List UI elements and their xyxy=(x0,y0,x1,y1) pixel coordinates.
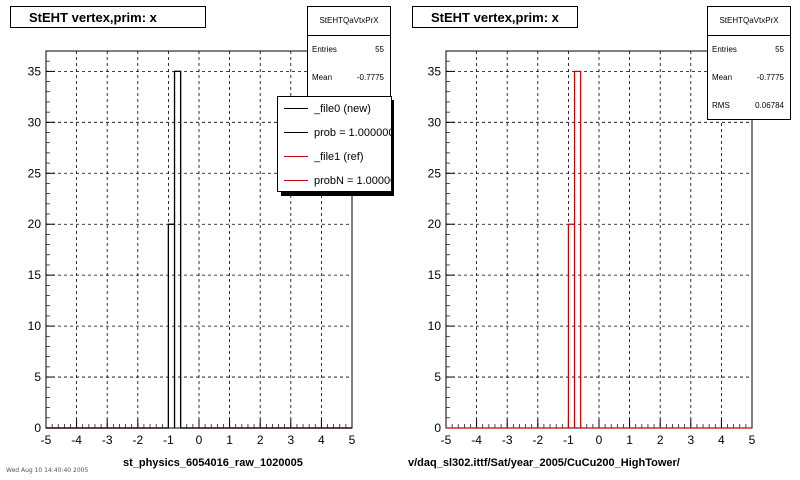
y-tick-label: 5 xyxy=(434,370,441,384)
stats-value: 55 xyxy=(375,45,384,54)
stats-row-mean: Mean -0.7775 xyxy=(708,64,790,92)
x-tick-label: -3 xyxy=(502,433,513,447)
legend-swatch-ref xyxy=(284,156,308,157)
x-tick-label: 2 xyxy=(257,433,264,447)
stats-box-right: StEHTQaVtxPrX Entries 55 Mean -0.7775 RM… xyxy=(707,6,791,120)
y-tick-label: 25 xyxy=(428,166,442,180)
legend-entry-prob: prob = 1.000000 xyxy=(278,121,391,145)
file-label-right: v/daq_sl302.ittf/Sat/year_2005/CuCu200_H… xyxy=(408,457,680,469)
x-tick-label: -1 xyxy=(563,433,574,447)
x-tick-label: 0 xyxy=(596,433,603,447)
histogram-series-new xyxy=(46,70,352,429)
legend-entry-probn: probN = 1.000000 xyxy=(278,169,391,191)
plot-title-right-text: StEHT vertex,prim: x xyxy=(431,10,559,25)
x-tick-label: -4 xyxy=(71,433,82,447)
legend-label: _file0 (new) xyxy=(314,103,371,115)
x-tick-label: -1 xyxy=(163,433,174,447)
y-tick-label: 20 xyxy=(428,217,442,231)
x-tick-label: 3 xyxy=(687,433,694,447)
stats-key: Entries xyxy=(312,45,337,54)
file-label-left: st_physics_6054016_raw_1020005 xyxy=(123,457,303,469)
x-tick-label: -2 xyxy=(132,433,143,447)
legend-swatch-new xyxy=(284,108,308,109)
histogram-series-new xyxy=(446,70,752,429)
stats-key: Mean xyxy=(712,73,733,82)
y-tick-label: 0 xyxy=(434,421,441,435)
stats-value: 0.06784 xyxy=(755,101,784,110)
plot-title-right: StEHT vertex,prim: x xyxy=(412,6,578,28)
stats-value: -0.7775 xyxy=(356,73,384,82)
y-tick-label: 30 xyxy=(428,115,442,129)
y-tick-label: 20 xyxy=(28,217,42,231)
timestamp: Wed Aug 10 14:40:40 2005 xyxy=(6,467,89,474)
legend-label: probN = 1.000000 xyxy=(314,175,391,187)
x-tick-label: 3 xyxy=(287,433,294,447)
x-tick-label: 1 xyxy=(226,433,233,447)
legend-swatch-new xyxy=(284,132,308,133)
y-tick-label: 35 xyxy=(28,64,42,78)
stats-box-left: StEHTQaVtxPrX Entries 55 Mean -0.7775 xyxy=(307,6,391,98)
legend-swatch-ref xyxy=(284,180,308,181)
histogram-plot-right: -5 -4 -3 -2 -1 0 1 2 3 4 5 0 5 10 15 20 25 30 35 xyxy=(428,50,756,447)
stats-key: RMS xyxy=(712,101,730,110)
legend-label: prob = 1.000000 xyxy=(314,127,392,139)
plot-title-left: StEHT vertex,prim: x xyxy=(10,6,206,28)
stats-row-mean: Mean -0.7775 xyxy=(308,64,390,92)
y-tick-label: 10 xyxy=(428,319,442,333)
stats-row-entries: Entries 55 xyxy=(708,36,790,64)
y-tick-label: 10 xyxy=(28,319,42,333)
x-tick-label: -4 xyxy=(471,433,482,447)
stats-name: StEHTQaVtxPrX xyxy=(308,7,390,36)
stats-key: Entries xyxy=(712,45,737,54)
x-tick-label: 5 xyxy=(749,433,756,447)
legend-label: _file1 (ref) xyxy=(314,151,364,163)
stats-key: Mean xyxy=(312,73,333,82)
y-tick-label: 5 xyxy=(34,370,41,384)
stats-row-entries: Entries 55 xyxy=(308,36,390,64)
y-tick-label: 25 xyxy=(28,166,42,180)
y-tick-label: 15 xyxy=(28,268,42,282)
y-tick-label: 35 xyxy=(428,64,442,78)
x-tick-label: -5 xyxy=(41,433,52,447)
y-tick-label: 30 xyxy=(28,115,42,129)
x-tick-label: -3 xyxy=(102,433,113,447)
stats-value: -0.7775 xyxy=(756,73,784,82)
x-tick-label: 4 xyxy=(718,433,725,447)
legend-entry-file0: _file0 (new) xyxy=(278,97,391,121)
x-tick-label: 5 xyxy=(349,433,356,447)
legend-entry-file1: _file1 (ref) xyxy=(278,145,391,169)
y-tick-label: 0 xyxy=(34,421,41,435)
x-tick-label: 0 xyxy=(196,433,203,447)
y-tick-label: 15 xyxy=(428,268,442,282)
stats-row-rms: RMS 0.06784 xyxy=(708,92,790,120)
x-tick-label: -5 xyxy=(441,433,452,447)
x-tick-label: 4 xyxy=(318,433,325,447)
stats-value: 55 xyxy=(775,45,784,54)
stats-name: StEHTQaVtxPrX xyxy=(708,7,790,36)
legend-left: _file0 (new) prob = 1.000000 _file1 (ref… xyxy=(277,96,392,192)
x-tick-label: -2 xyxy=(532,433,543,447)
x-tick-label: 2 xyxy=(657,433,664,447)
x-tick-label: 1 xyxy=(626,433,633,447)
plot-title-left-text: StEHT vertex,prim: x xyxy=(29,10,157,25)
